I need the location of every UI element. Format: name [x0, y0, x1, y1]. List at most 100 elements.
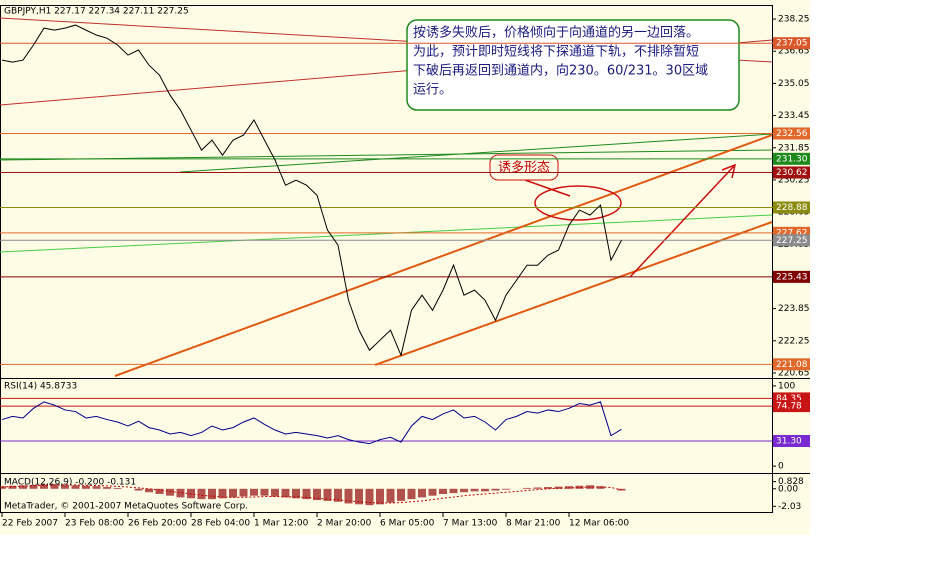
y-tick-label: 231.85	[778, 143, 810, 153]
y-tick-label: 100	[778, 381, 795, 391]
level-label: 227.62	[776, 228, 808, 238]
histogram-bar	[176, 488, 185, 498]
histogram-bar	[166, 488, 174, 496]
level-label: 221.08	[776, 360, 808, 370]
y-tick-label: 0.828	[778, 477, 804, 487]
annotation-line: 按诱多失败后，价格倾向于向通道的另一边回落。	[413, 25, 699, 41]
x-tick-label: 6 Mar 05:00	[380, 519, 435, 529]
level-label-bg	[773, 201, 810, 214]
x-tick-label: 23 Feb 08:00	[65, 519, 124, 529]
histogram-bar	[344, 488, 353, 504]
histogram-bar	[260, 488, 269, 496]
rsi-title: RSI(14) 45.8733	[4, 382, 77, 392]
histogram-bar	[61, 484, 69, 489]
histogram-bar	[134, 488, 143, 491]
histogram-bar	[407, 488, 416, 500]
histogram-bar	[439, 488, 447, 494]
histogram-bar	[71, 485, 80, 489]
histogram-bar	[386, 488, 395, 503]
histogram-bar	[229, 488, 237, 498]
annotation-box	[406, 19, 740, 111]
x-tick-label: 26 Feb 20:00	[128, 519, 187, 529]
annotation-line: 运行。	[413, 83, 452, 98]
callout-box	[489, 154, 559, 181]
histogram-bar	[533, 487, 542, 489]
histogram-bar	[250, 488, 258, 496]
histogram-bar	[281, 488, 290, 498]
callout-text: 诱多形态	[498, 160, 550, 176]
level-label: 227.25	[776, 236, 808, 246]
level-label: 74.78	[776, 402, 802, 412]
level-label: 231.30	[776, 154, 808, 164]
histogram-bar	[40, 484, 48, 489]
histogram-bar	[449, 488, 458, 494]
trend-line	[179, 133, 773, 173]
histogram-bar	[502, 488, 510, 490]
histogram-bar	[19, 485, 27, 489]
level-label-bg	[773, 270, 810, 283]
y-tick-label: 220.65	[778, 368, 810, 378]
trend-line	[0, 214, 773, 253]
pattern-ellipse	[534, 185, 622, 221]
level-label: 237.05	[776, 39, 808, 49]
histogram-bar	[575, 485, 584, 489]
histogram-bar	[50, 484, 59, 489]
y-tick-label: 238.25	[778, 15, 810, 25]
histogram-bar	[145, 488, 153, 493]
histogram-bar	[365, 488, 374, 506]
level-label-bg	[773, 234, 810, 247]
y-tick-label: 0	[778, 462, 784, 472]
footer: MetaTrader, © 2001-2007 MetaQuotes Softw…	[4, 502, 248, 512]
histogram-bar	[92, 486, 101, 489]
arrow	[629, 164, 736, 278]
level-label-bg	[773, 127, 810, 140]
channel-upper	[114, 134, 773, 377]
histogram-bar	[355, 488, 363, 505]
histogram-bar	[323, 488, 332, 501]
drawings	[0, 17, 773, 377]
level-label-bg	[773, 358, 810, 371]
signal-line	[1, 484, 622, 504]
channel-lower	[374, 221, 773, 366]
y-tick-label: 0.00	[778, 484, 798, 494]
y-tick-label: 230.25	[778, 175, 810, 185]
histogram-bar	[292, 488, 300, 499]
x-tick-label: 22 Feb 2007	[2, 519, 58, 529]
level-label: 31.30	[776, 437, 802, 447]
annotation-line: 为此，预计即时短线将下探通道下轨，不排除暂短	[413, 45, 699, 60]
histogram-bar	[29, 484, 38, 489]
histogram-bar	[418, 488, 426, 498]
level-label: 228.88	[776, 203, 808, 213]
histogram-bar	[397, 488, 405, 501]
histogram-bar	[155, 488, 164, 494]
histogram-bar	[208, 488, 216, 500]
callout-arrow	[524, 179, 571, 197]
histogram-bar	[82, 485, 90, 489]
y-tick-label: 235.05	[778, 79, 810, 89]
histogram-bar	[428, 488, 437, 496]
x-tick-label: 7 Mar 13:00	[443, 519, 498, 529]
arrow-head	[721, 163, 737, 179]
histogram-bar	[313, 488, 321, 501]
level-label-bg	[773, 152, 810, 165]
histogram-bar	[113, 487, 122, 489]
y-tick-label: 223.85	[778, 304, 810, 314]
histogram-bar	[239, 488, 248, 497]
level-label: 225.43	[776, 272, 808, 282]
x-tick-label: 8 Mar 21:00	[506, 519, 561, 529]
level-label: 84.35	[776, 394, 802, 404]
y-tick-label: 222.25	[778, 336, 810, 346]
level-label-bg	[773, 37, 810, 50]
level-label: 230.62	[776, 168, 808, 178]
macd-title: MACD(12,26,9) -0.200 -0.131	[4, 478, 136, 488]
histogram-bar	[302, 488, 311, 500]
histogram-bar	[491, 488, 500, 491]
histogram-bar	[376, 488, 384, 505]
level-label-bg	[773, 166, 810, 179]
x-tick-label: 1 Mar 12:00	[254, 519, 309, 529]
histogram-bar	[197, 488, 206, 500]
y-tick-label: 233.45	[778, 111, 810, 121]
chart-title: GBPJPY,H1 227.17 227.34 227.11 227.25	[4, 7, 189, 17]
histogram-bar	[470, 488, 479, 492]
